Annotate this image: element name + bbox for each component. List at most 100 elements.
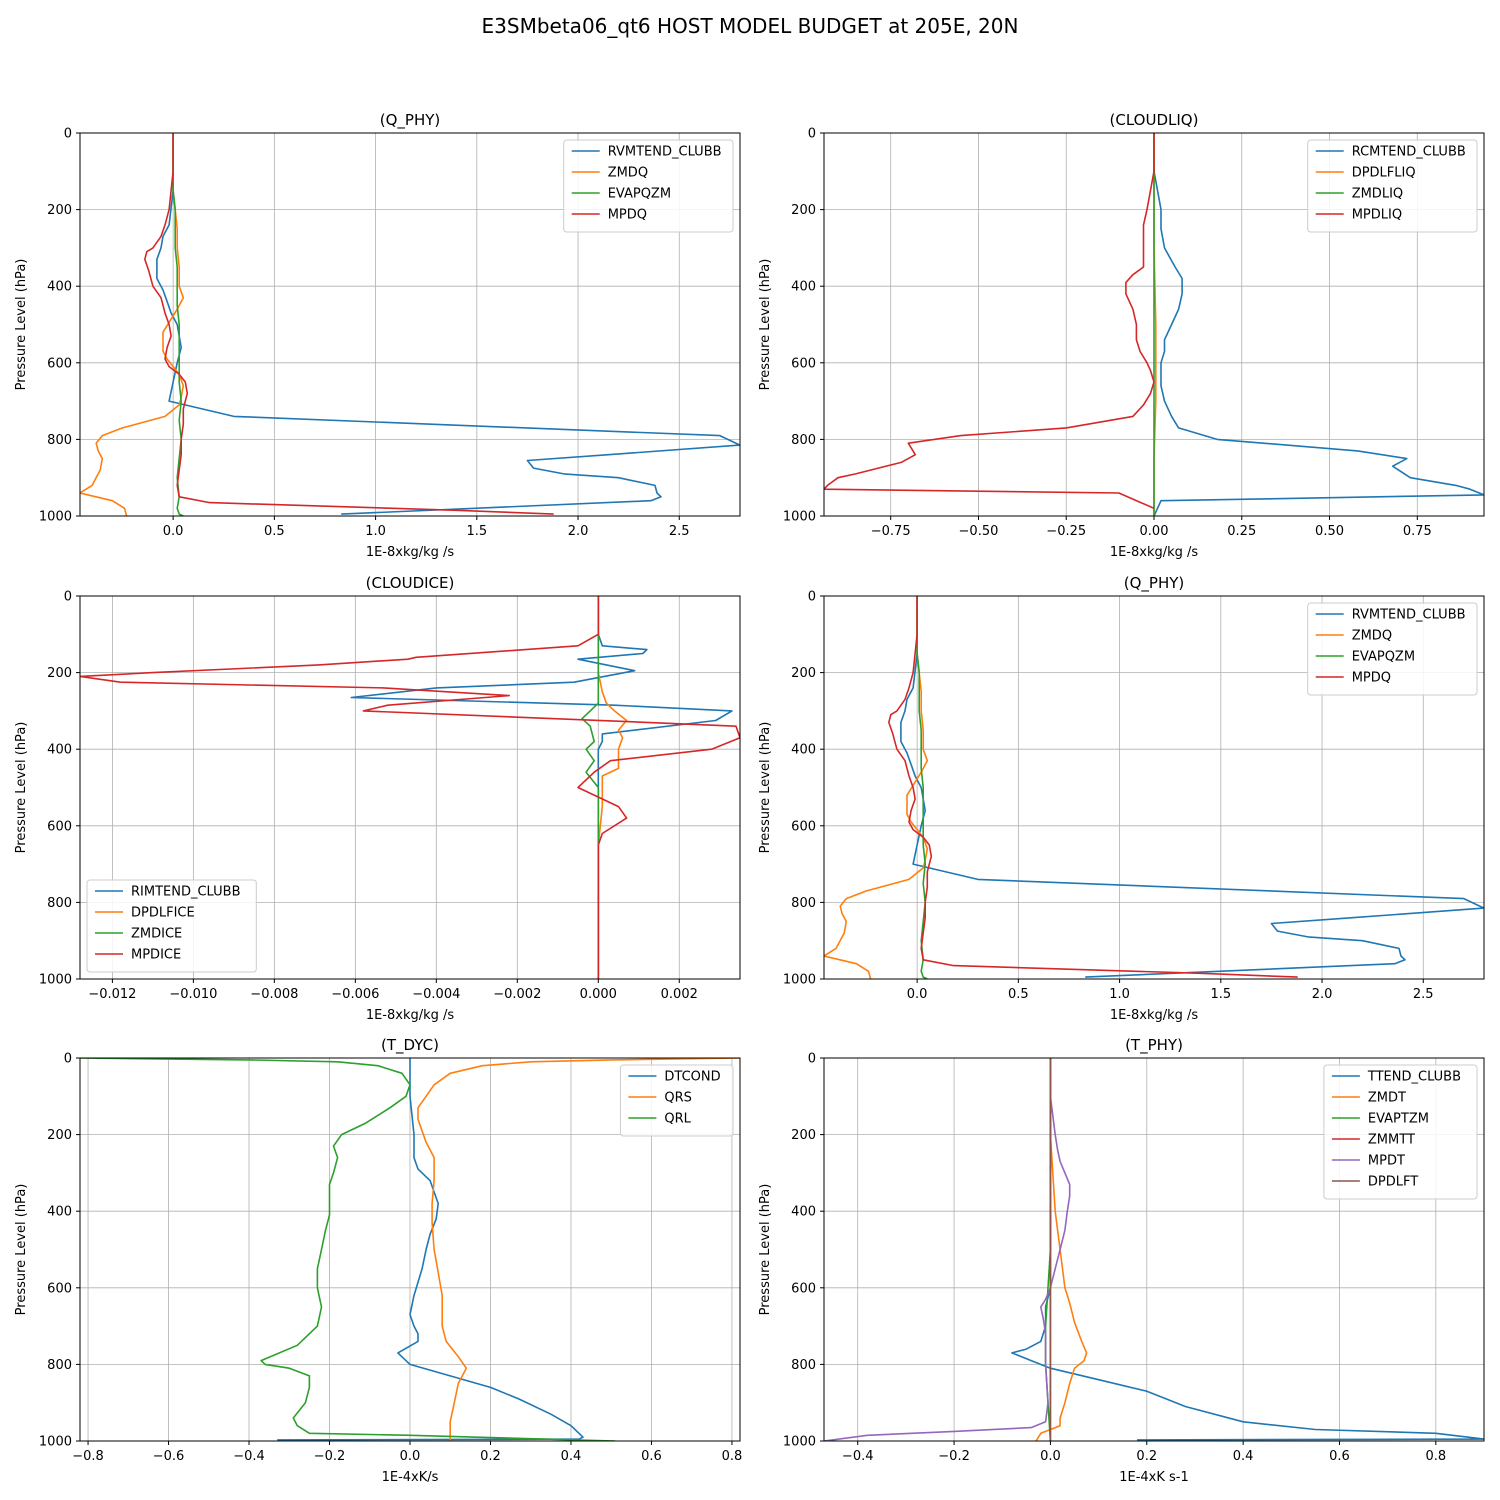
legend-entry: RVMTEND_CLUBB — [608, 145, 722, 160]
x-tick-label: 0.6 — [1329, 1449, 1350, 1464]
y-tick-label: 200 — [791, 203, 816, 218]
x-tick-label: −0.002 — [493, 987, 541, 1002]
series-line-qrs — [417, 1058, 740, 1441]
series-line-dtcond — [277, 1058, 584, 1441]
legend-entry: MPDLIQ — [1352, 208, 1402, 223]
series-line-dpdlfice — [597, 596, 628, 979]
panel-5: −0.8 −0.6 −0.4 −0.2 0.0 0.2 0.4 0.6 0.8 0 200 400 60… — [14, 1036, 742, 1485]
y-axis-label: Pressure Level (hPa) — [14, 1184, 29, 1316]
legend: RVMTEND_CLUBB ZMDQ EVAPQZM MPDQ — [563, 139, 734, 233]
figure-title: E3SMbeta06_qt6 HOST MODEL BUDGET at 205E… — [481, 14, 1019, 38]
x-tick-label: 0.50 — [1315, 524, 1344, 539]
y-tick-label: 600 — [791, 356, 816, 371]
series-line-evapqzm — [916, 596, 928, 979]
x-axis-label: 1E-4xK s-1 — [1119, 1470, 1189, 1485]
y-tick-label: 1000 — [783, 510, 816, 525]
legend-entry: DTCOND — [664, 1070, 720, 1085]
x-tick-label: 0.5 — [1008, 987, 1029, 1002]
x-tick-label: 0.5 — [264, 524, 285, 539]
y-tick-label: 200 — [47, 1128, 72, 1143]
x-tick-label: 0.0 — [400, 1449, 421, 1464]
legend-entry: ZMDT — [1368, 1091, 1406, 1106]
x-tick-label: −0.6 — [153, 1449, 185, 1464]
x-tick-label: 0.4 — [1233, 1449, 1254, 1464]
y-tick-label: 1000 — [783, 973, 816, 988]
legend-entry: EVAPQZM — [608, 187, 671, 202]
x-tick-label: 0.25 — [1227, 524, 1256, 539]
y-axis-label: Pressure Level (hPa) — [758, 259, 773, 391]
y-tick-label: 400 — [47, 743, 72, 758]
panel-title: (T_DYC) — [381, 1036, 439, 1055]
legend-entry: DPDLFICE — [131, 906, 195, 921]
panel-2: −0.75 −0.50 −0.25 0.00 0.25 0.50 0.75 0 200 400 60… — [758, 111, 1485, 560]
x-tick-label: −0.8 — [72, 1449, 104, 1464]
y-tick-label: 600 — [47, 356, 72, 371]
panel-title: (Q_PHY) — [1124, 574, 1185, 593]
y-tick-label: 600 — [47, 819, 72, 834]
y-tick-label: 0 — [808, 127, 816, 142]
y-tick-label: 800 — [791, 896, 816, 911]
x-tick-label: −0.75 — [871, 524, 911, 539]
x-tick-label: −0.25 — [1046, 524, 1086, 539]
panel-title: (Q_PHY) — [380, 111, 441, 130]
series-line-evapqzm — [172, 133, 184, 516]
legend-entry: RCMTEND_CLUBB — [1352, 145, 1466, 160]
x-tick-label: 1.0 — [1109, 987, 1130, 1002]
x-axis-label: 1E-8xkg/kg /s — [366, 1008, 455, 1023]
y-tick-label: 400 — [47, 280, 72, 295]
x-tick-label: 2.0 — [568, 524, 589, 539]
y-tick-label: 600 — [47, 1281, 72, 1296]
x-tick-label: 0.00 — [1140, 524, 1169, 539]
y-tick-label: 1000 — [39, 1435, 72, 1450]
y-tick-label: 1000 — [783, 1435, 816, 1450]
legend-entry: ZMDQ — [1352, 629, 1392, 644]
legend-entry: TTEND_CLUBB — [1367, 1070, 1461, 1085]
y-tick-label: 800 — [791, 1358, 816, 1373]
x-tick-label: −0.012 — [88, 987, 136, 1002]
series-line-zmdq — [824, 596, 929, 979]
x-tick-label: 0.0 — [1040, 1449, 1061, 1464]
x-axis-label: 1E-4xK/s — [382, 1470, 439, 1485]
x-tick-label: 0.002 — [661, 987, 698, 1002]
legend-entry: RIMTEND_CLUBB — [131, 885, 241, 900]
y-tick-label: 600 — [791, 1281, 816, 1296]
series-line-rimtend_clubb — [350, 596, 733, 979]
x-tick-label: 0.2 — [1136, 1449, 1157, 1464]
y-tick-label: 400 — [791, 743, 816, 758]
x-tick-label: 2.5 — [1413, 987, 1434, 1002]
legend-box — [1307, 602, 1478, 696]
y-tick-label: 800 — [791, 433, 816, 448]
y-tick-label: 200 — [47, 203, 72, 218]
x-tick-label: −0.2 — [314, 1449, 346, 1464]
y-tick-label: 200 — [791, 1128, 816, 1143]
panel-title: (T_PHY) — [1125, 1036, 1183, 1055]
x-tick-label: 0.8 — [1425, 1449, 1446, 1464]
legend: RCMTEND_CLUBB DPDLFLIQ ZMDLIQ MPDLIQ — [1307, 139, 1478, 233]
legend-entry: DPDLFLIQ — [1352, 166, 1416, 181]
x-tick-label: 0.4 — [561, 1449, 582, 1464]
x-axis-label: 1E-8xkg/kg /s — [366, 545, 455, 560]
legend-entry: MPDICE — [131, 948, 181, 963]
legend: TTEND_CLUBB ZMDT EVAPTZM ZMMTT MPDT DPDLFT — [1323, 1064, 1478, 1200]
legend-entry: ZMDQ — [608, 166, 648, 181]
x-tick-label: 0.0 — [163, 524, 184, 539]
y-tick-label: 0 — [64, 1052, 72, 1067]
y-tick-label: 0 — [64, 590, 72, 605]
series-line-zmdt — [1035, 1058, 1088, 1441]
legend-entry: ZMDICE — [131, 927, 182, 942]
y-tick-label: 400 — [791, 280, 816, 295]
axes-frame — [823, 595, 1485, 980]
x-tick-label: −0.4 — [233, 1449, 265, 1464]
panel-4: 0.0 0.5 1.0 1.5 2.0 2.5 0 200 400 600 800 1000 (Q_PH… — [758, 574, 1485, 1023]
x-tick-label: 2.5 — [669, 524, 690, 539]
x-tick-label: −0.004 — [412, 987, 460, 1002]
x-tick-label: −0.4 — [842, 1449, 874, 1464]
x-tick-label: 0.000 — [580, 987, 617, 1002]
series-line-mpdliq — [824, 133, 1155, 510]
legend-entry: ZMMTT — [1368, 1133, 1415, 1148]
legend-entry: MPDQ — [1352, 671, 1391, 686]
y-axis-label: Pressure Level (hPa) — [14, 259, 29, 391]
legend-entry: RVMTEND_CLUBB — [1352, 608, 1466, 623]
x-tick-label: −0.010 — [169, 987, 217, 1002]
